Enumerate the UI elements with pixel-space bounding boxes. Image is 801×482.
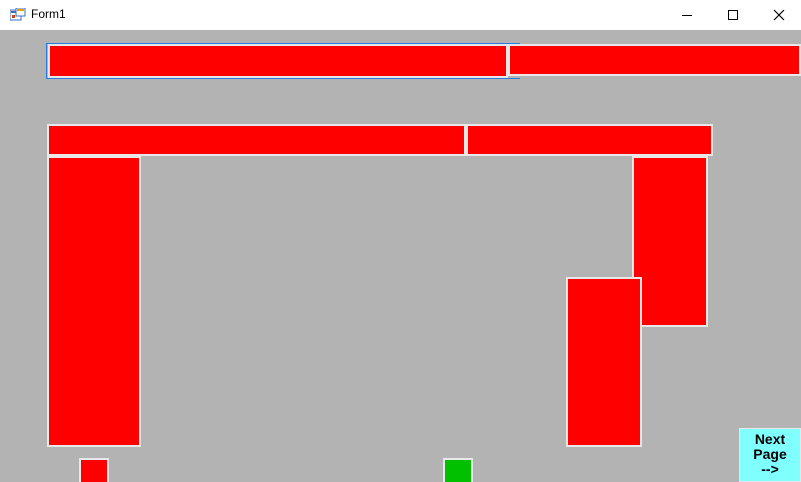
- next-page-label-line1: Next: [754, 431, 786, 447]
- minimize-button[interactable]: [664, 0, 710, 30]
- title-bar[interactable]: Form1: [0, 0, 801, 30]
- close-icon: [773, 9, 785, 21]
- maximize-button[interactable]: [710, 0, 756, 30]
- upper-wall-left: [47, 124, 466, 156]
- small-block: [79, 458, 109, 482]
- upper-wall-right: [466, 124, 713, 156]
- window-title: Form1: [31, 7, 66, 21]
- maximize-icon: [728, 10, 738, 20]
- next-page-label-line2: Page: [753, 446, 787, 462]
- close-button[interactable]: [756, 0, 801, 30]
- right-pillar-upper: [632, 156, 708, 327]
- form-client-area: Next Page -->: [1, 30, 801, 482]
- focus-outline: [46, 43, 520, 79]
- left-pillar: [47, 156, 141, 447]
- next-page-label-line3: -->: [761, 461, 779, 477]
- next-page-button[interactable]: Next Page -->: [739, 428, 801, 482]
- top-wall-right: [508, 44, 801, 76]
- player-square: [443, 458, 473, 482]
- app-icon: [10, 8, 26, 21]
- minimize-icon: [682, 15, 692, 16]
- top-wall-left: [48, 44, 508, 78]
- right-pillar-lower: [566, 277, 642, 447]
